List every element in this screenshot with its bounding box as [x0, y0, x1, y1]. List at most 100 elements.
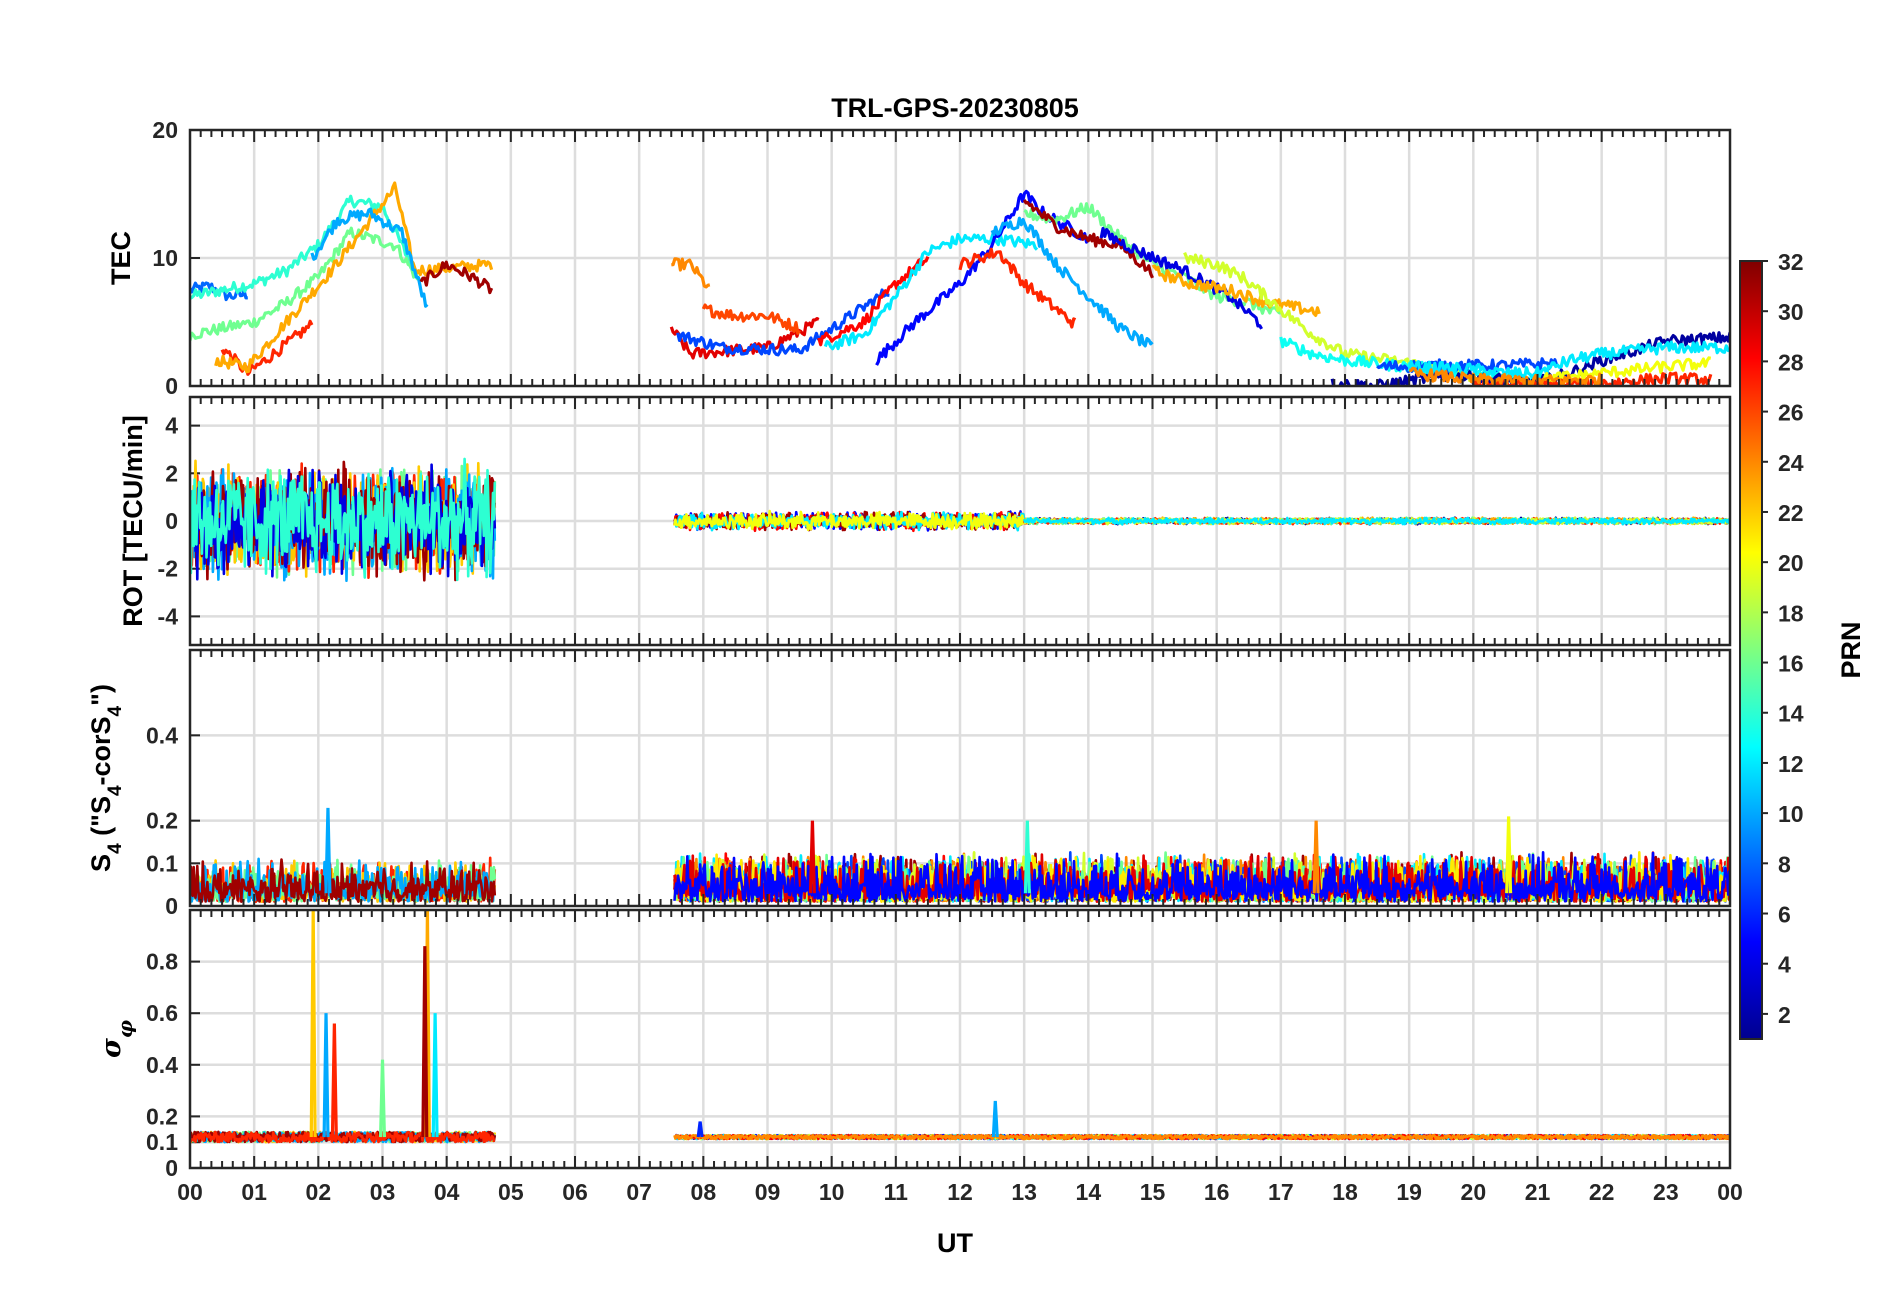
x-tick-label: 22: [1589, 1179, 1615, 1205]
spike-prn-10: [322, 1013, 330, 1138]
spike-prn-31: [421, 946, 429, 1138]
y-axis-label: TEC: [106, 231, 136, 285]
y-tick-label: 0: [165, 508, 178, 534]
series-line-prn-26: [701, 303, 801, 335]
series-line-prn-31: [190, 858, 497, 903]
panel-3: 0 0.1 0.2 0.4 S4 ("S4-corS4"): [86, 648, 1732, 919]
panel-frame: [188, 395, 1732, 647]
y-tick-label: 0.8: [146, 949, 178, 975]
y-tick-label: 0.4: [146, 722, 178, 748]
panel-4: 00.10.2 0.4 0.6 0.8 σφ: [96, 908, 1732, 1181]
series-line-prn-14: [190, 457, 497, 582]
series-line-prn-23: [1151, 264, 1321, 317]
colorbar-tick-label: 28: [1778, 349, 1804, 375]
colorbar-tick-label: 26: [1778, 400, 1804, 426]
spike-prn-10: [324, 807, 332, 894]
colorbar-tick-label: 16: [1778, 651, 1804, 677]
x-tick-label: 07: [626, 1179, 652, 1205]
y-axis-label: σφ: [96, 1020, 137, 1058]
y-tick-label: -4: [158, 603, 179, 629]
panel-data: [190, 181, 1730, 386]
x-tick-label: 01: [241, 1179, 267, 1205]
x-tick-label: 15: [1140, 1179, 1166, 1205]
x-tick-label: 23: [1653, 1179, 1679, 1205]
panel-frame: [188, 128, 1732, 388]
colorbar-tick-label: 10: [1778, 801, 1804, 827]
y-tick-label: 20: [152, 117, 178, 143]
x-tick-label: 00: [1717, 1179, 1743, 1205]
series-line-prn-27: [958, 247, 1077, 329]
series-line-prn-23: [214, 181, 494, 374]
x-tick-label: 21: [1525, 1179, 1551, 1205]
colorbar-label: PRN: [1836, 621, 1866, 678]
y-tick-label: 0.2: [146, 808, 178, 834]
y-tick-label: 0: [165, 893, 178, 919]
spike-prn-16: [378, 1059, 387, 1138]
colorbar-tick-label: 32: [1778, 249, 1804, 275]
panel-1: 0 10 20 TEC: [106, 117, 1732, 399]
panel-2: -4 -2 0 2 4 ROT [TECU/min]: [118, 395, 1732, 647]
series-line-prn-7: [676, 288, 890, 357]
x-tick-label: 00: [177, 1179, 203, 1205]
x-tick-label: 09: [755, 1179, 781, 1205]
colorbar-tick-label: 20: [1778, 550, 1804, 576]
series-line-prn-5: [673, 851, 1730, 903]
y-axis-label: ROT [TECU/min]: [118, 415, 148, 626]
panel-data: [190, 457, 1730, 582]
x-tick-label: 03: [370, 1179, 396, 1205]
y-tick-label: 0: [165, 373, 178, 399]
spike-prn-20: [1505, 816, 1513, 894]
x-tick-label: 12: [947, 1179, 973, 1205]
x-tick-label: 02: [306, 1179, 332, 1205]
spike-prn-27: [330, 1023, 338, 1138]
series-line-prn-31: [1022, 199, 1154, 279]
x-tick-label: 04: [434, 1179, 460, 1205]
series-line-prn-5: [875, 189, 1090, 366]
y-tick-label: 10: [152, 245, 178, 271]
x-tick-label: 06: [562, 1179, 588, 1205]
x-axis-label: UT: [937, 1228, 973, 1258]
panel-data: [190, 910, 1730, 1144]
colorbar-tick-label: 6: [1778, 902, 1791, 928]
y-tick-label: 0.1: [146, 1129, 178, 1155]
colorbar-gradient: [1739, 260, 1763, 1040]
series-line-prn-31: [419, 260, 494, 295]
spike-prn-14: [1023, 820, 1031, 894]
series-line-prn-28: [817, 255, 930, 347]
spike-prn-10: [991, 1100, 999, 1138]
colorbar-tick-label: 18: [1778, 600, 1804, 626]
colorbar-tick-label: 14: [1778, 701, 1804, 727]
colorbar-tick-label: 12: [1778, 751, 1804, 777]
colorbar-tick-label: 2: [1778, 1002, 1791, 1028]
panel-frame: [188, 648, 1732, 908]
y-tick-label: 0: [165, 1155, 178, 1181]
spike-prn-24: [1312, 820, 1320, 894]
series-line-prn-10: [310, 207, 429, 308]
spike-prn-22: [309, 910, 317, 1138]
y-tick-label: 0.6: [146, 1000, 178, 1026]
x-tick-label: 10: [819, 1179, 845, 1205]
series-line-prn-16: [190, 226, 423, 341]
series-line-prn-24: [671, 257, 711, 289]
x-tick-label: 13: [1011, 1179, 1037, 1205]
colorbar-tick-label: 30: [1778, 299, 1804, 325]
x-tick-label: 05: [498, 1179, 524, 1205]
series-line-prn-20: [1536, 356, 1712, 386]
x-tick-label: 17: [1268, 1179, 1294, 1205]
x-tick-label: 16: [1204, 1179, 1230, 1205]
spike-prn-12: [431, 1013, 439, 1138]
colorbar-tick-label: 22: [1778, 500, 1804, 526]
series-line-prn-10: [990, 216, 1154, 348]
panel-frame: [188, 908, 1732, 1170]
series-line-prn-27: [190, 1130, 496, 1144]
x-tick-label: 14: [1076, 1179, 1102, 1205]
spike-prn-6: [696, 1121, 704, 1138]
colorbar-tick-label: 8: [1778, 851, 1791, 877]
colorbar-tick-label: 24: [1778, 450, 1804, 476]
series-line-prn-12: [823, 232, 1039, 351]
series-line-prn-14: [190, 194, 417, 300]
